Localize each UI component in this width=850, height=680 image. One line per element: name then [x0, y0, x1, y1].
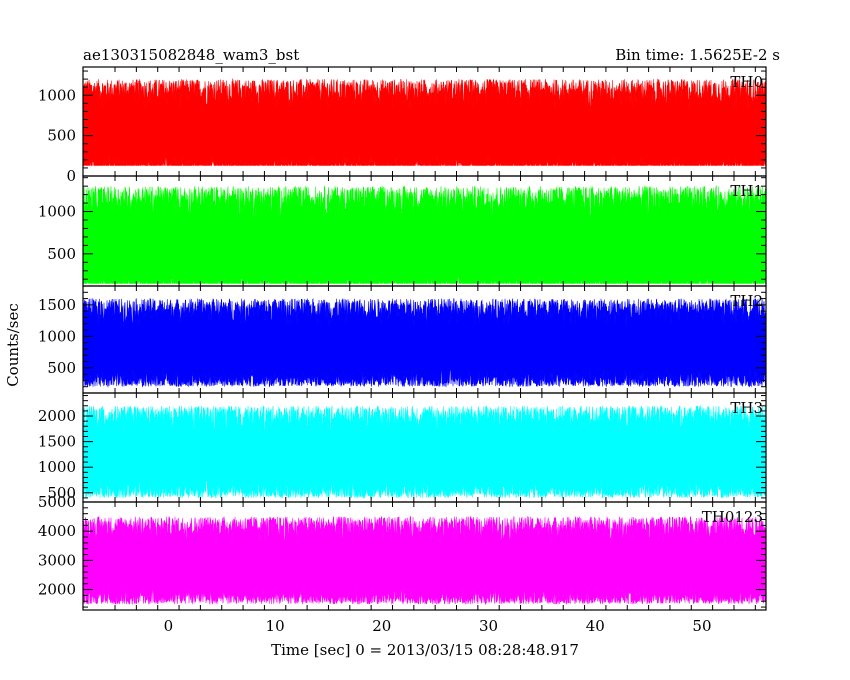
panel-label: TH3 [730, 399, 763, 417]
x-tick-label: 30 [479, 617, 498, 635]
panel-frame [82, 501, 767, 611]
y-tick-label: 1000 [38, 327, 76, 345]
y-tick-label: 0 [66, 167, 76, 185]
panel-th0: TH0 0 500 1000 [38, 66, 767, 185]
panel-th1: TH1 500 1000 [38, 175, 767, 287]
panels-group: TH005001000TH15001000TH250010001500TH350… [38, 66, 767, 635]
panel-th0123: TH0123 2000 3000 4000 5000 [38, 493, 767, 611]
plot-title-right: Bin time: 1.5625E-2 s [615, 46, 780, 64]
y-tick-label: 500 [47, 484, 76, 502]
y-tick-label: 500 [47, 245, 76, 263]
y-tick-label: 1000 [38, 458, 76, 476]
panel-label: TH0123 [702, 508, 763, 526]
plot-title-left: ae130315082848_wam3_bst [83, 46, 299, 64]
panel-th2: TH2 500 1000 1500 [38, 285, 767, 394]
y-tick-label: 4000 [38, 522, 76, 540]
series-th0 [82, 78, 767, 167]
series-th3 [82, 404, 767, 499]
y-tick-label: 500 [47, 359, 76, 377]
panel-th3: TH3 500 1000 1500 2000 [38, 392, 767, 503]
panel-label: TH1 [730, 182, 763, 200]
y-tick-label: 5000 [38, 493, 76, 511]
x-tick-label: 10 [266, 617, 285, 635]
x-tick-label: 20 [372, 617, 391, 635]
panel-label: TH0 [730, 73, 763, 91]
panel-label: TH2 [730, 292, 763, 310]
y-tick-label: 1500 [38, 296, 76, 314]
x-tick-label: 0 [164, 617, 174, 635]
y-tick-label: 1500 [38, 433, 76, 451]
y-tick-label: 2000 [38, 407, 76, 425]
x-axis-label: Time [sec] 0 = 2013/03/15 08:28:48.917 [271, 641, 579, 659]
series-th0123 [82, 515, 767, 606]
series-th1 [82, 185, 767, 285]
series-th2 [82, 297, 767, 388]
y-axis-label: Counts/sec [4, 303, 22, 387]
x-tick-label: 40 [586, 617, 605, 635]
y-tick-label: 2000 [38, 581, 76, 599]
y-tick-label: 500 [47, 127, 76, 145]
x-tick-label: 50 [692, 617, 711, 635]
y-tick-label: 1000 [38, 203, 76, 221]
y-tick-label: 1000 [38, 86, 76, 104]
y-tick-label: 3000 [38, 551, 76, 569]
